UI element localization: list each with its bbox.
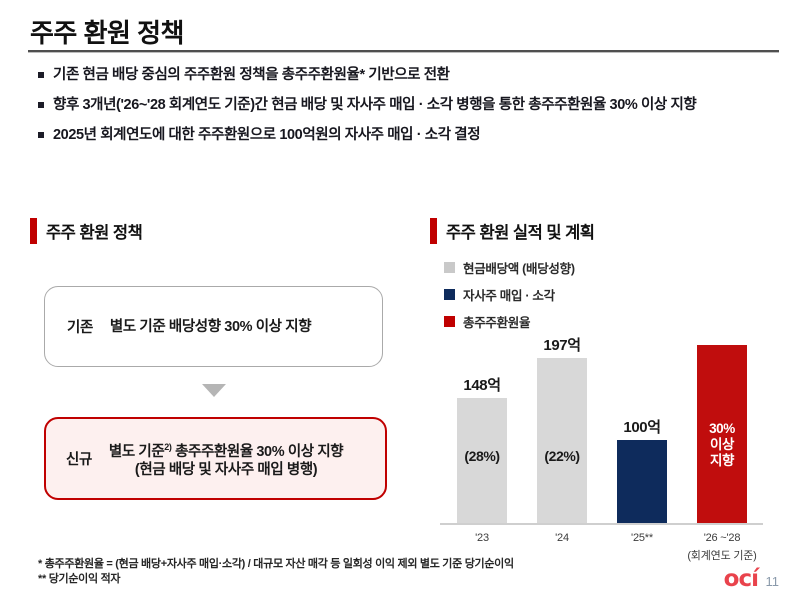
red-accent-bar — [430, 218, 437, 244]
right-section-title: 주주 환원 실적 및 계획 — [446, 224, 595, 242]
policy-box-old: 기존 별도 기준 배당성향 30% 이상 지향 — [44, 286, 383, 367]
chart-bar-2628 — [697, 345, 747, 523]
policy-new-line2: (현금 배당 및 자사주 매입 병행) — [134, 461, 318, 478]
policy-box-new: 신규 별도 기준2) 총주주환원율 30% 이상 지향 (현금 배당 및 자사주… — [44, 417, 387, 500]
bar-value-label: 100억 — [623, 419, 661, 436]
page-number: 11 — [765, 574, 780, 589]
x-tick-label: '24 — [555, 532, 569, 544]
right-section-header: 주주 환원 실적 및 계획 — [430, 218, 595, 244]
legend-swatch-icon — [444, 289, 455, 300]
x-tick-label: '26 ~'28 — [703, 532, 741, 544]
down-arrow-icon — [202, 384, 226, 397]
chart-bar-25 — [617, 440, 667, 523]
legend-item: 현금배당액 (배당성향) — [444, 258, 575, 277]
bar-sub-label: (28%) — [464, 448, 500, 464]
x-tick-label: '23 — [475, 532, 489, 544]
bullet-item: 기존 현금 배당 중심의 주주환원 정책을 총주주환원율* 기반으로 전환 — [38, 66, 780, 85]
bar-sub-label: (22%) — [544, 448, 580, 464]
left-section-header: 주주 환원 정책 — [30, 218, 143, 244]
bar-sub-label: 30% 이상 지향 — [709, 421, 735, 468]
bullet-square-icon — [38, 132, 44, 138]
legend-label: 현금배당액 (배당성향) — [463, 262, 575, 276]
policy-new-label: 신규 — [66, 452, 92, 468]
x-tick-note: (회계연도 기준) — [687, 550, 757, 562]
bullet-text: 향후 3개년('26~'28 회계연도 기준)간 현금 배당 및 자사주 매입 … — [53, 97, 697, 113]
left-section-title: 주주 환원 정책 — [46, 224, 143, 242]
policy-old-label: 기존 — [67, 320, 93, 336]
policy-new-line1: 별도 기준2) 총주주환원율 30% 이상 지향 — [108, 442, 344, 460]
footnote-line: * 총주주환원율 = (현금 배당+자사주 매입·소각) / 대규모 자산 매각… — [38, 558, 514, 570]
legend-swatch-icon — [444, 262, 455, 273]
page-title: 주주 환원 정책 — [30, 18, 184, 48]
legend-item: 자사주 매입 · 소각 — [444, 285, 575, 304]
x-tick-label: '25** — [631, 532, 653, 544]
shareholder-return-chart: 148억 (28%) '23 197억 (22%) '24 100억 '25** 30% 이상 … — [430, 330, 780, 570]
title-divider — [28, 50, 779, 53]
legend-item: 총주주환원율 — [444, 312, 575, 331]
bullet-item: 2025년 회계연도에 대한 주주환원으로 100억원의 자사주 매입 · 소각… — [38, 126, 780, 145]
red-accent-bar — [30, 218, 37, 244]
footnotes: * 총주주환원율 = (현금 배당+자사주 매입·소각) / 대규모 자산 매각… — [38, 557, 514, 587]
footnote-ref: 2) — [164, 442, 172, 453]
bullet-square-icon — [38, 102, 44, 108]
chart-bar-24 — [537, 358, 587, 523]
x-axis-line — [440, 523, 763, 525]
legend-label: 자사주 매입 · 소각 — [463, 289, 555, 303]
policy-new-text: 별도 기준2) 총주주환원율 30% 이상 지향 (현금 배당 및 자사주 매입… — [108, 438, 344, 479]
bullet-item: 향후 3개년('26~'28 회계연도 기준)간 현금 배당 및 자사주 매입 … — [38, 96, 780, 115]
chart-bar-23 — [457, 398, 507, 523]
oci-logo: ocí — [723, 566, 759, 592]
bullet-text: 2025년 회계연도에 대한 주주환원으로 100억원의 자사주 매입 · 소각… — [53, 127, 481, 143]
bullet-square-icon — [38, 72, 44, 78]
bar-value-label: 197억 — [543, 337, 581, 354]
bullet-text: 기존 현금 배당 중심의 주주환원 정책을 총주주환원율* 기반으로 전환 — [53, 67, 450, 83]
footnote-line: ** 당기순이익 적자 — [38, 573, 121, 585]
policy-old-text: 별도 기준 배당성향 30% 이상 지향 — [109, 318, 312, 335]
legend-label: 총주주환원율 — [463, 316, 531, 330]
legend-swatch-icon — [444, 316, 455, 327]
bar-value-label: 148억 — [463, 377, 501, 394]
